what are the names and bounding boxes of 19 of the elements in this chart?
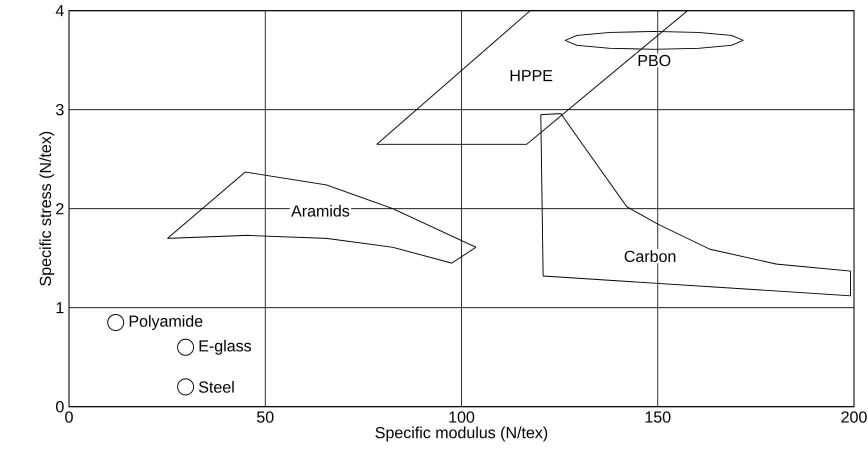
x-tick-label: 150 <box>646 411 670 423</box>
series-label: Steel <box>199 381 234 393</box>
y-tick-label: 0 <box>56 401 64 412</box>
series-label: Polyamide <box>130 315 202 330</box>
y-tick-label: 3 <box>56 104 64 116</box>
y-tick-label: 1 <box>56 302 64 314</box>
x-tick-label: 0 <box>65 411 73 423</box>
x-tick-label: 50 <box>257 411 274 423</box>
series-label: Aramids <box>291 204 350 217</box>
x-tick-label: 200 <box>841 411 867 423</box>
y-tick-label: 4 <box>56 5 64 16</box>
y-tick-label: 2 <box>56 203 64 214</box>
y-axis-title: Specific stress (N/tex) <box>39 132 54 286</box>
series-label: HPPE <box>510 70 552 82</box>
series-label: E-glass <box>200 340 252 355</box>
series-label: Carbon <box>624 250 676 262</box>
series-label: PBO <box>638 54 670 66</box>
x-axis-title: Specific modulus (N/tex) <box>376 426 548 442</box>
x-tick-label: 100 <box>449 411 474 423</box>
